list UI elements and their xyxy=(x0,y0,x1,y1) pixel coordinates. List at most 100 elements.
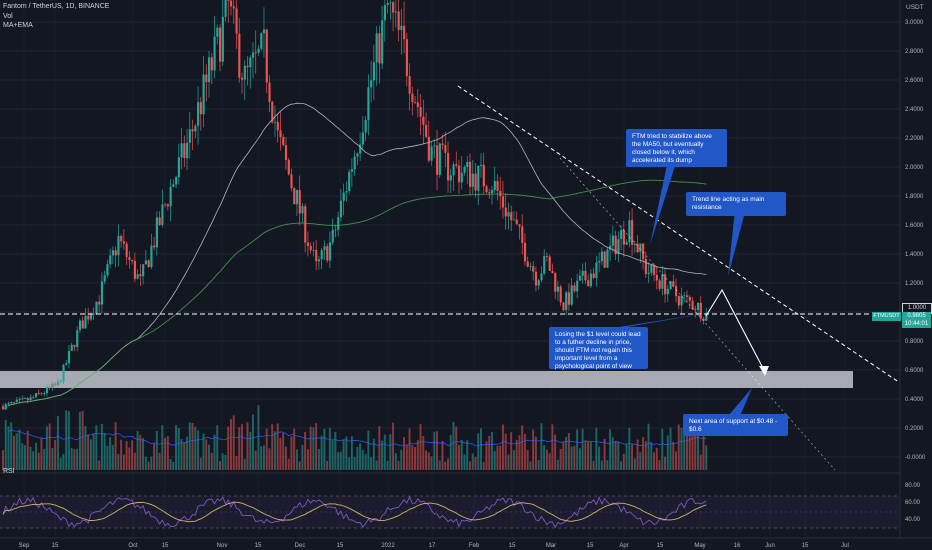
volume-bar xyxy=(581,428,584,470)
candle-body xyxy=(287,160,290,175)
candle-body xyxy=(161,204,164,226)
candle-body xyxy=(284,145,288,161)
volume-bar xyxy=(394,453,397,470)
volume-bar xyxy=(389,434,392,470)
volume-bar xyxy=(397,461,400,470)
candle-body xyxy=(92,313,95,315)
volume-bar xyxy=(554,434,557,470)
time-tick-label: 15 xyxy=(255,543,262,549)
candle-body xyxy=(677,296,680,306)
volume-bar xyxy=(155,431,158,470)
time-tick-label: Jul xyxy=(841,543,849,549)
volume-bar xyxy=(548,453,551,470)
arrowhead-icon xyxy=(759,366,769,376)
candle-body xyxy=(628,220,631,243)
callout-ma50[interactable]: FTM tried to stabilize above the MA50, b… xyxy=(626,129,727,167)
candle-body xyxy=(298,190,301,214)
price-scale[interactable] xyxy=(900,0,932,538)
volume-bar xyxy=(526,449,529,470)
time-tick-label: Mar xyxy=(546,543,556,549)
callout-trendline[interactable]: Trend line acting as main resistance xyxy=(686,192,786,216)
candle-body xyxy=(581,270,584,276)
volume-bar xyxy=(622,453,625,470)
candle-body xyxy=(361,132,365,145)
volume-bar xyxy=(529,461,532,470)
candle-body xyxy=(699,302,702,319)
candle-body xyxy=(133,260,137,279)
candle-body xyxy=(606,249,609,268)
candle-body xyxy=(488,192,491,194)
volume-bar xyxy=(4,419,7,470)
rsi-label: RSI xyxy=(3,468,15,475)
candle-body xyxy=(84,315,87,329)
volume-bar xyxy=(688,432,691,470)
volume-bar xyxy=(691,427,694,470)
volume-bar xyxy=(216,425,219,470)
volume-bar xyxy=(337,452,340,470)
callout-pointer-one-dollar xyxy=(600,313,708,330)
candle-body xyxy=(177,157,180,178)
volume-bar xyxy=(95,425,98,470)
volume-bar xyxy=(183,442,186,470)
candle-body xyxy=(650,265,653,273)
volume-bar xyxy=(268,448,271,470)
candle-body xyxy=(521,226,524,243)
candle-body xyxy=(436,145,439,175)
candle-body xyxy=(12,402,16,403)
candle-body xyxy=(482,164,485,187)
candle-body xyxy=(120,236,123,242)
candle-body xyxy=(188,129,191,143)
candle-body xyxy=(405,39,408,77)
volume-bar xyxy=(361,449,364,470)
candle-body xyxy=(375,33,378,63)
candle-body xyxy=(76,330,79,347)
candle-body xyxy=(106,264,109,276)
volume-bar xyxy=(672,441,675,470)
volume-bar xyxy=(427,452,430,470)
volume-bar xyxy=(339,451,342,470)
volume-bar xyxy=(702,422,705,470)
volume-bar xyxy=(284,446,287,470)
candle-body xyxy=(2,406,5,410)
volume-bar xyxy=(257,405,260,470)
volume-bar xyxy=(543,445,546,470)
candle-body xyxy=(551,270,554,274)
candle-body xyxy=(142,264,145,277)
candle-body xyxy=(584,270,587,281)
callout-support[interactable]: Next area of support at $0.48 - $0.6 xyxy=(683,414,788,436)
candle-body xyxy=(10,402,13,404)
volume-bar xyxy=(103,432,106,470)
candle-body xyxy=(688,296,691,301)
volume-bar xyxy=(197,430,199,470)
candle-body xyxy=(559,286,562,303)
candle-body xyxy=(609,245,612,250)
candle-body xyxy=(389,2,392,4)
candle-body xyxy=(243,65,246,80)
volume-bar xyxy=(576,429,579,470)
candle-body xyxy=(419,107,422,117)
candle-body xyxy=(32,397,35,398)
candle-body xyxy=(282,136,285,146)
volume-bar xyxy=(122,454,125,470)
time-tick-label: 15 xyxy=(587,543,594,549)
candle-body xyxy=(26,398,29,401)
price-tick-label: 1.8000 xyxy=(905,194,924,200)
last-price: 0.9805 xyxy=(907,313,926,319)
volume-bar xyxy=(658,460,661,470)
volume-bar xyxy=(628,428,631,470)
candle-body xyxy=(414,102,417,104)
candle-body xyxy=(227,0,230,1)
callout-one-dollar[interactable]: Losing the $1 level could lead to a futh… xyxy=(549,327,648,370)
candle-body xyxy=(232,6,235,9)
volume-bar xyxy=(78,411,81,470)
time-axis-ticks: Sep 15 Oct 15 Nov 15 Dec 15 2022 17 Feb 15 Mar 15 Apr 1… xyxy=(19,543,849,549)
candle-body xyxy=(356,153,359,157)
volume-bar xyxy=(186,436,189,470)
candle-body xyxy=(23,398,27,399)
volume-bar xyxy=(653,452,656,470)
volume-bar xyxy=(153,443,156,470)
volume-bar xyxy=(477,433,480,470)
volume-bar xyxy=(2,450,4,470)
price-tick-label: 0.8000 xyxy=(905,339,924,345)
